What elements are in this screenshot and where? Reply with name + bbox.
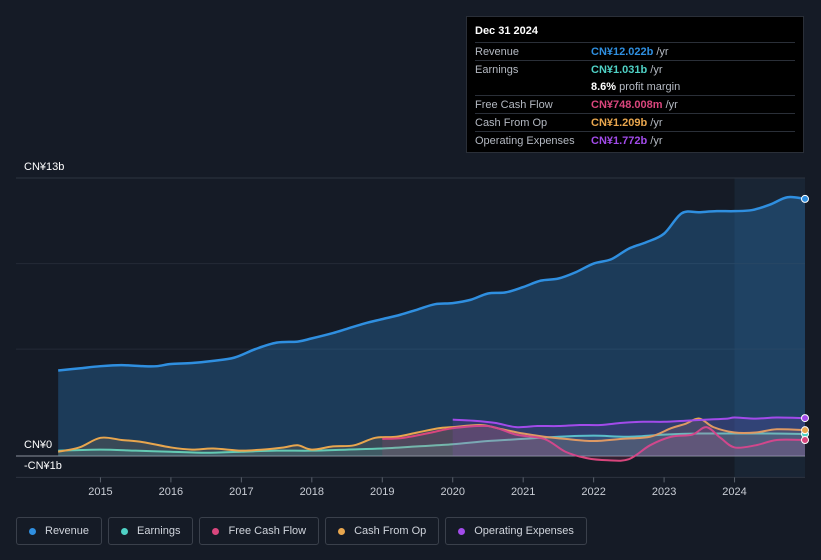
- series-line-fcf: [382, 424, 806, 462]
- legend-item-free-cash-flow[interactable]: Free Cash Flow: [199, 517, 320, 545]
- x-tick-label: 2021: [511, 486, 535, 498]
- x-tick-label: 2018: [300, 486, 324, 498]
- legend-dot-icon: [338, 527, 346, 535]
- series-end-marker-revenue: [801, 194, 809, 203]
- legend-dot-icon: [458, 527, 466, 535]
- tooltip-value: CN¥12.022b: [591, 45, 654, 58]
- tooltip-row-earnings: Earnings CN¥1.031b /yr: [475, 60, 795, 78]
- tooltip-unit: /yr: [650, 63, 663, 76]
- tooltip-value: CN¥1.209b: [591, 116, 648, 129]
- legend-label: Operating Expenses: [474, 525, 574, 537]
- tooltip-value: CN¥1.031b: [591, 63, 648, 76]
- tooltip-row-fcf: Free Cash Flow CN¥748.008m /yr: [475, 95, 795, 113]
- legend-dot-icon: [212, 527, 220, 535]
- tooltip-value: CN¥748.008m: [591, 98, 663, 111]
- tooltip-value: 8.6%: [591, 80, 617, 93]
- tooltip-label: Revenue: [475, 45, 520, 58]
- legend-item-revenue[interactable]: Revenue: [16, 517, 103, 545]
- legend-label: Free Cash Flow: [228, 525, 307, 537]
- end-markers: [801, 194, 809, 445]
- y-tick-label-bottom: -CN¥1b: [24, 460, 62, 472]
- legend-label: Revenue: [45, 525, 90, 537]
- series-area-fcf: [382, 425, 805, 461]
- tooltip-row-cfo: Cash From Op CN¥1.209b /yr: [475, 113, 795, 131]
- legend-item-earnings[interactable]: Earnings: [108, 517, 194, 545]
- tooltip-label: Operating Expenses: [475, 134, 575, 147]
- series-area-cfo: [58, 418, 805, 456]
- x-tick-label: 2019: [370, 486, 394, 498]
- tooltip-label: Free Cash Flow: [475, 98, 553, 111]
- series-line-cfo: [57, 417, 806, 453]
- series-area-opex: [452, 417, 805, 456]
- x-tick-label: 2015: [88, 486, 112, 498]
- tooltip-row-margin: 8.6% profit margin: [475, 78, 795, 95]
- gridlines: [16, 177, 805, 478]
- tooltip-label: Cash From Op: [475, 116, 548, 129]
- series-end-marker-opex: [801, 414, 809, 423]
- x-tick-label: 2022: [581, 486, 605, 498]
- x-axis-ticks: 2015 2016 2017 2018 2019 2020 2021 2022 2023 2024: [88, 477, 747, 498]
- legend-label: Earnings: [137, 525, 181, 537]
- series-line-earnings: [58, 432, 806, 454]
- tooltip-panel: Dec 31 2024 Revenue CN¥12.022b /yr Earni…: [466, 16, 804, 153]
- tooltip-row-revenue: Revenue CN¥12.022b /yr: [475, 42, 795, 60]
- x-tick-label: 2016: [159, 486, 183, 498]
- tooltip-value: CN¥1.772b: [591, 134, 648, 147]
- tooltip-unit: /yr: [656, 45, 669, 58]
- tooltip-date: Dec 31 2024: [475, 25, 538, 37]
- series-end-marker-cfo: [801, 426, 809, 435]
- series-layer: [57, 195, 806, 462]
- tooltip-unit: /yr: [650, 116, 663, 129]
- forecast-region: [734, 178, 805, 478]
- legend-dot-icon: [29, 527, 36, 535]
- y-tick-label-top: CN¥13b: [24, 161, 64, 173]
- tooltip-unit: profit margin: [619, 80, 681, 93]
- legend: Revenue Earnings Free Cash Flow Cash Fro…: [16, 517, 587, 545]
- legend-label: Cash From Op: [354, 525, 427, 537]
- series-line-revenue: [58, 195, 806, 372]
- x-tick-label: 2024: [722, 486, 746, 498]
- tooltip-label: Earnings: [475, 63, 519, 76]
- tooltip-unit: /yr: [665, 98, 678, 111]
- tooltip-unit: /yr: [650, 134, 663, 147]
- y-tick-label-zero: CN¥0: [24, 439, 52, 451]
- x-tick-label: 2017: [229, 486, 253, 498]
- legend-item-operating-expenses[interactable]: Operating Expenses: [445, 517, 587, 545]
- legend-item-cash-from-op[interactable]: Cash From Op: [325, 517, 440, 545]
- series-end-marker-fcf: [801, 436, 809, 445]
- x-tick-label: 2023: [652, 486, 676, 498]
- legend-dot-icon: [121, 527, 129, 535]
- x-tick-label: 2020: [440, 486, 464, 498]
- series-line-opex: [452, 416, 806, 429]
- series-area-revenue: [58, 197, 805, 456]
- tooltip-row-opex: Operating Expenses CN¥1.772b /yr: [475, 131, 795, 149]
